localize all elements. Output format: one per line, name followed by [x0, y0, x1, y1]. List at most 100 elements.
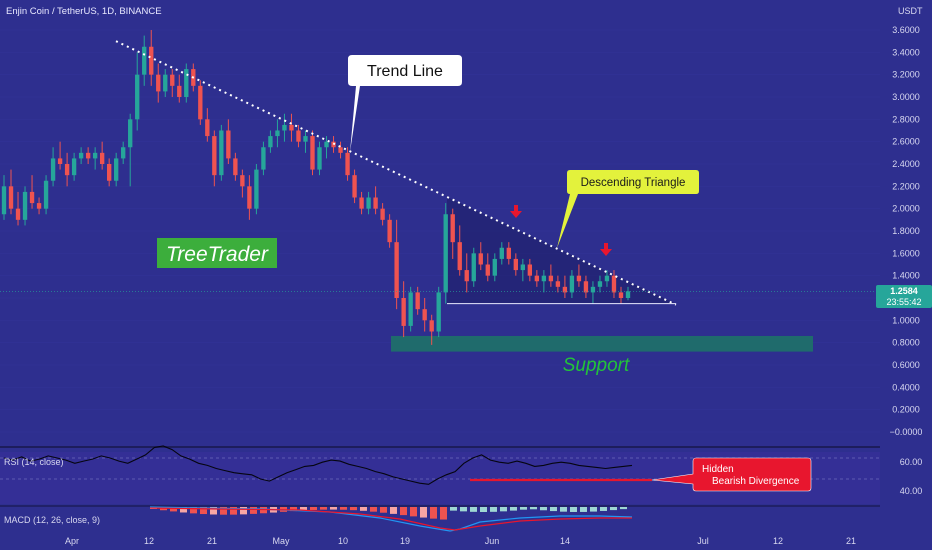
candle-body: [163, 74, 168, 92]
candle-body: [275, 130, 280, 137]
time-tick: Jun: [485, 536, 500, 546]
candle-body: [170, 74, 175, 86]
rsi-line: [3, 445, 633, 485]
brand-label: TreeTrader: [166, 243, 269, 266]
candle-body: [198, 85, 203, 120]
price-tick: 2.0000: [892, 204, 920, 214]
candle-body: [8, 186, 14, 209]
candle-body: [240, 175, 245, 187]
candle-body: [36, 203, 42, 209]
rsi-label: RSI (14, close): [4, 457, 64, 467]
divergence-callout[interactable]: Hidden Bearish Divergence: [651, 457, 812, 492]
support-zone: [391, 335, 813, 352]
candle-body: [569, 275, 575, 293]
divergence-label-line2: Bearish Divergence: [712, 476, 800, 487]
symbol-title: Enjin Coin / TetherUS, 1D, BINANCE: [6, 6, 162, 17]
macd-bar: [400, 507, 407, 516]
candle-body: [541, 275, 547, 282]
macd-bar: [230, 507, 237, 515]
candle-body: [506, 247, 511, 259]
candle-body: [106, 164, 112, 181]
candle-body: [625, 291, 631, 298]
time-tick: May: [272, 536, 290, 546]
price-tag: 1.2584 23:55:42: [876, 285, 932, 308]
macd-bar: [450, 507, 457, 511]
candle-body: [50, 158, 56, 181]
macd-bar: [560, 507, 567, 512]
trend-line-callout[interactable]: Trend Line: [348, 55, 462, 152]
price-tag-value: 1.2584: [890, 286, 918, 296]
candle-body: [583, 281, 589, 293]
candle-body: [415, 292, 420, 310]
candle-body: [121, 147, 126, 159]
macd-pane[interactable]: MACD (12, 26, close, 9): [4, 506, 633, 532]
candle-body: [366, 197, 371, 209]
candle-body: [457, 242, 462, 271]
candle-body: [604, 275, 610, 282]
candle-body: [310, 136, 315, 170]
candle-body: [527, 264, 533, 276]
macd-bar: [530, 507, 537, 510]
candle-body: [29, 191, 35, 204]
candle-body: [268, 136, 273, 148]
price-tick: 2.2000: [892, 181, 920, 191]
candle-body: [611, 275, 617, 293]
macd-bar: [190, 507, 197, 514]
macd-bar: [180, 507, 187, 513]
price-tick: 0.4000: [892, 382, 920, 392]
macd-bar: [420, 507, 427, 518]
candle-body: [71, 158, 77, 176]
trend-line-label: Trend Line: [367, 63, 443, 80]
macd-bar: [460, 507, 467, 512]
time-tick: 21: [207, 536, 217, 546]
price-tick: 3.4000: [892, 47, 920, 57]
candle-body: [576, 275, 582, 282]
macd-bar: [440, 507, 447, 520]
price-tick: 1.6000: [892, 248, 920, 258]
candle-body: [478, 253, 483, 265]
candle-body: [338, 147, 343, 153]
time-tick: 12: [773, 536, 783, 546]
macd-bar: [220, 507, 227, 515]
candle-body: [520, 264, 526, 271]
macd-bar: [590, 507, 597, 512]
candles-group: [1, 30, 631, 345]
time-axis[interactable]: Apr 12 21 May 10 19 Jun 14 Jul 12 21: [65, 536, 856, 546]
candle-body: [296, 130, 301, 142]
macd-bar: [600, 507, 607, 511]
candle-body: [254, 169, 259, 209]
macd-bar: [540, 507, 547, 511]
price-tick: −0.0000: [890, 427, 923, 437]
trend-line[interactable]: [115, 40, 677, 306]
candle-body: [373, 197, 378, 209]
macd-bar: [510, 507, 517, 511]
candle-body: [394, 242, 399, 298]
candle-body: [303, 136, 308, 142]
candle-body: [492, 258, 497, 276]
macd-bar: [320, 507, 327, 510]
price-tick: 0.8000: [892, 338, 920, 348]
macd-bar: [520, 507, 527, 510]
candle-body: [226, 130, 231, 159]
brand-badge-box: [157, 238, 277, 268]
divergence-label-line1: Hidden: [702, 464, 734, 475]
candle-body: [177, 85, 182, 97]
candle-body: [555, 281, 561, 287]
price-axis[interactable]: 3.6000 3.4000 3.2000 3.0000 2.8000 2.6000 2.40…: [890, 25, 923, 437]
candle-body: [261, 147, 266, 170]
candle-body: [450, 214, 455, 243]
down-arrow-icon: [600, 243, 612, 256]
trend-line-callout-bubble: [348, 55, 462, 152]
support-label: Support: [563, 355, 630, 376]
macd-bar: [490, 507, 497, 512]
macd-bar: [470, 507, 477, 512]
macd-bar: [250, 507, 257, 514]
candle-body: [149, 46, 154, 75]
candle-body: [429, 320, 434, 332]
rsi-tick-60: 60.00: [900, 457, 923, 467]
candle-body: [212, 136, 217, 176]
macd-bar: [380, 507, 387, 513]
triangle-callout[interactable]: Descending Triangle: [557, 170, 699, 248]
rsi-tick-40: 40.00: [900, 486, 923, 496]
